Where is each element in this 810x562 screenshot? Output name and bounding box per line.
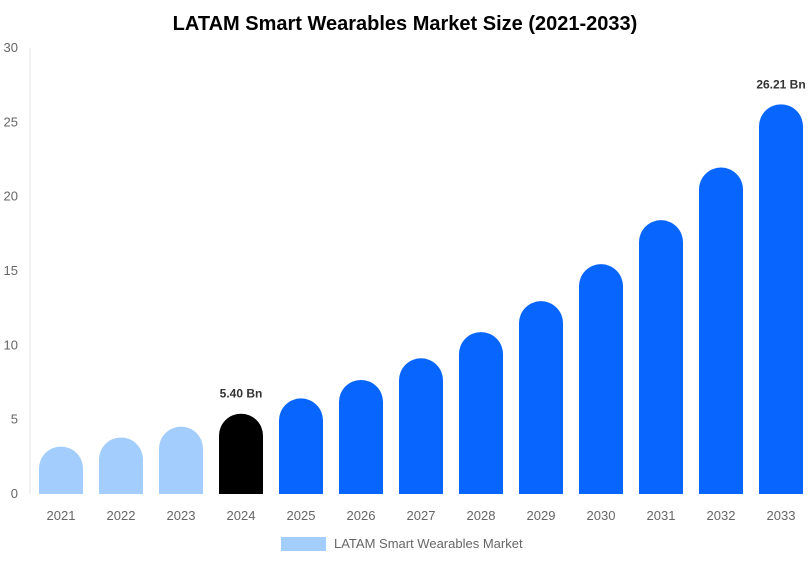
legend-label: LATAM Smart Wearables Market xyxy=(334,536,523,551)
x-tick-label: 2023 xyxy=(167,508,196,523)
bar-2024[interactable] xyxy=(219,413,263,494)
bar-2028[interactable] xyxy=(459,332,503,494)
x-axis: 2021 2022 2023 2024 2025 2026 2027 2028 2029 2030… xyxy=(47,508,796,523)
y-tick-label: 5 xyxy=(11,412,18,427)
bar-2031[interactable] xyxy=(639,220,683,494)
y-tick-label: 25 xyxy=(4,114,18,129)
x-tick-label: 2030 xyxy=(587,508,616,523)
bars xyxy=(39,104,803,494)
y-tick-label: 0 xyxy=(11,486,18,501)
bar-2030[interactable] xyxy=(579,264,623,494)
x-tick-label: 2033 xyxy=(767,508,796,523)
bar-2025[interactable] xyxy=(279,398,323,494)
legend[interactable]: LATAM Smart Wearables Market xyxy=(281,536,523,551)
bar-2022[interactable] xyxy=(99,437,143,494)
chart-title: LATAM Smart Wearables Market Size (2021-… xyxy=(173,13,638,35)
x-tick-label: 2027 xyxy=(407,508,436,523)
y-axis: 0 5 10 15 20 25 30 xyxy=(4,40,18,501)
x-tick-label: 2021 xyxy=(47,508,76,523)
y-tick-label: 10 xyxy=(4,337,18,352)
data-label-2033: 26.21 Bn xyxy=(756,77,805,91)
x-tick-label: 2032 xyxy=(707,508,736,523)
legend-swatch xyxy=(281,537,326,551)
x-tick-label: 2024 xyxy=(227,508,256,523)
y-tick-label: 15 xyxy=(4,263,18,278)
y-tick-label: 20 xyxy=(4,189,18,204)
y-tick-label: 30 xyxy=(4,40,18,55)
bar-2026[interactable] xyxy=(339,379,383,494)
x-tick-label: 2031 xyxy=(647,508,676,523)
bar-2027[interactable] xyxy=(399,358,443,494)
data-label-2024: 5.40 Bn xyxy=(220,387,263,401)
bar-2032[interactable] xyxy=(699,167,743,494)
bar-2021[interactable] xyxy=(39,446,83,494)
x-tick-label: 2025 xyxy=(287,508,316,523)
bar-2033[interactable] xyxy=(759,104,803,494)
x-tick-label: 2022 xyxy=(107,508,136,523)
bar-2023[interactable] xyxy=(159,426,203,494)
x-tick-label: 2029 xyxy=(527,508,556,523)
data-labels: 5.40 Bn 26.21 Bn xyxy=(220,77,806,400)
bar-2029[interactable] xyxy=(519,301,563,494)
x-tick-label: 2028 xyxy=(467,508,496,523)
x-tick-label: 2026 xyxy=(347,508,376,523)
